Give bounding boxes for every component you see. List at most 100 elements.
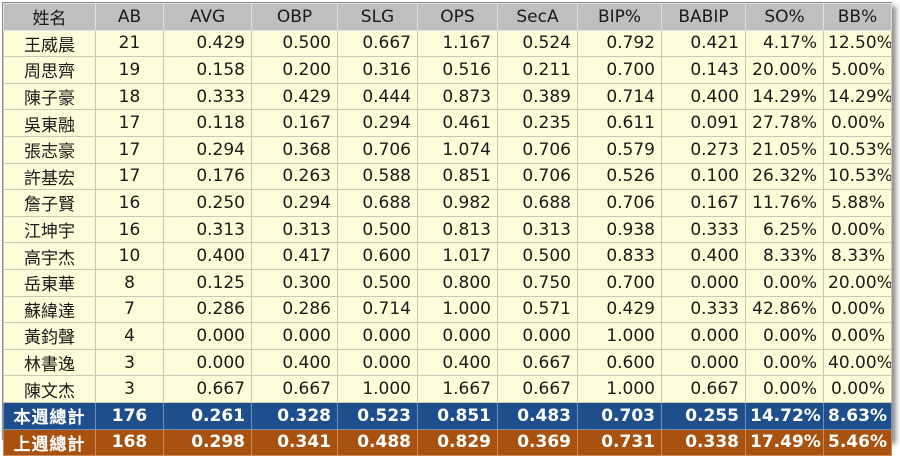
player-name-cell: 黃鈞聲: [3, 322, 96, 350]
stat-cell: 11.76%: [745, 189, 824, 217]
stat-cell: 0.316: [337, 56, 418, 84]
stat-cell: 17: [95, 135, 164, 164]
stat-cell: 16: [95, 189, 164, 217]
stat-cell: 1.000: [337, 375, 418, 403]
stat-cell: 0.600: [337, 242, 418, 270]
stat-cell: 14.72%: [745, 401, 824, 430]
stat-cell: 1.074: [417, 135, 498, 164]
stat-cell: 0.731: [577, 428, 662, 456]
stat-cell: 0.000: [251, 322, 338, 350]
stat-cell: 5.00%: [823, 56, 892, 84]
stat-cell: 3: [95, 375, 164, 403]
stat-cell: 0.667: [251, 375, 338, 403]
stat-cell: 0.500: [497, 242, 578, 270]
stat-cell: 0.706: [337, 135, 418, 164]
stat-cell: 17: [95, 109, 164, 137]
stat-cell: 0.000: [337, 348, 418, 377]
stat-cell: 8.33%: [823, 242, 892, 270]
stat-cell: 0.500: [337, 268, 418, 297]
stat-cell: 0.000: [163, 322, 252, 350]
player-name-cell: 本週總計: [3, 401, 96, 430]
stat-cell: 0.00%: [823, 109, 892, 137]
stat-cell: 0.338: [661, 428, 746, 456]
stat-cell: 8.63%: [823, 401, 892, 430]
stat-cell: 8.33%: [745, 242, 824, 270]
batting-stats-table: 姓名 AB AVG OBP SLG OPS SecA BIP% BABIP SO% BB% 王威晨 2…: [3, 3, 892, 456]
stat-cell: 0.333: [163, 82, 252, 111]
stat-cell: 0.00%: [745, 375, 824, 403]
column-header: BABIP: [661, 3, 746, 31]
stat-cell: 0.389: [497, 82, 578, 111]
table-row: 江坤宇 16 0.313 0.313 0.500 0.813 0.313 0.938 0.333…: [3, 215, 892, 244]
stat-cell: 0.800: [417, 268, 498, 297]
stat-cell: 0.255: [661, 401, 746, 430]
player-name-cell: 林書逸: [3, 348, 96, 377]
column-header: BIP%: [577, 3, 662, 31]
player-name-cell: 蘇緯達: [3, 295, 96, 324]
stat-cell: 21: [95, 29, 164, 58]
stat-cell: 0.313: [163, 215, 252, 244]
stat-cell: 0.286: [163, 295, 252, 324]
stat-cell: 0.211: [497, 56, 578, 84]
column-header: AVG: [163, 3, 252, 31]
stat-cell: 0.333: [661, 215, 746, 244]
stat-cell: 0.000: [497, 322, 578, 350]
stat-cell: 0.851: [417, 401, 498, 430]
stat-cell: 168: [95, 428, 164, 456]
stat-cell: 0.813: [417, 215, 498, 244]
player-name-cell: 陳子豪: [3, 82, 96, 111]
stat-cell: 0.700: [577, 56, 662, 84]
table-row: 陳子豪 18 0.333 0.429 0.444 0.873 0.389 0.714 0.400…: [3, 82, 892, 111]
stat-cell: 0.873: [417, 82, 498, 111]
stat-cell: 1.667: [417, 375, 498, 403]
stat-cell: 17: [95, 162, 164, 191]
column-header: SO%: [745, 3, 824, 31]
stat-cell: 0.688: [497, 189, 578, 217]
player-name-cell: 吳東融: [3, 109, 96, 137]
stat-cell: 0.516: [417, 56, 498, 84]
stat-cell: 0.00%: [823, 215, 892, 244]
stat-cell: 0.286: [251, 295, 338, 324]
header-row: 姓名 AB AVG OBP SLG OPS SecA BIP% BABIP SO% BB%: [3, 3, 892, 31]
stat-cell: 0.000: [661, 322, 746, 350]
stat-cell: 0.341: [251, 428, 338, 456]
stat-cell: 0.706: [497, 162, 578, 191]
stat-cell: 0.294: [251, 189, 338, 217]
stat-cell: 0.667: [337, 29, 418, 58]
stat-cell: 176: [95, 401, 164, 430]
stat-cell: 26.32%: [745, 162, 824, 191]
stat-cell: 0.444: [337, 82, 418, 111]
stat-cell: 0.125: [163, 268, 252, 297]
stat-cell: 42.86%: [745, 295, 824, 324]
stat-cell: 0.579: [577, 135, 662, 164]
stat-cell: 1.000: [577, 375, 662, 403]
stat-cell: 0.792: [577, 29, 662, 58]
stat-cell: 20.00%: [823, 268, 892, 297]
stat-cell: 0.421: [661, 29, 746, 58]
last-week-total-row: 上週總計 168 0.298 0.341 0.488 0.829 0.369 0.731 0.3…: [3, 428, 892, 456]
stat-cell: 3: [95, 348, 164, 377]
stat-cell: 0.688: [337, 189, 418, 217]
player-name-cell: 王威晨: [3, 29, 96, 58]
stat-cell: 0.200: [251, 56, 338, 84]
stat-cell: 0.461: [417, 109, 498, 137]
stat-cell: 0.833: [577, 242, 662, 270]
table-row: 高宇杰 10 0.400 0.417 0.600 1.017 0.500 0.833 0.400…: [3, 242, 892, 270]
player-name-cell: 張志豪: [3, 135, 96, 164]
stat-cell: 0.400: [251, 348, 338, 377]
stat-cell: 0.368: [251, 135, 338, 164]
stat-cell: 8: [95, 268, 164, 297]
stat-cell: 10.53%: [823, 135, 892, 164]
stat-cell: 0.523: [337, 401, 418, 430]
stat-cell: 5.88%: [823, 189, 892, 217]
table-row: 王威晨 21 0.429 0.500 0.667 1.167 0.524 0.792 0.421…: [3, 29, 892, 58]
stat-cell: 0.00%: [745, 348, 824, 377]
stat-cell: 0.500: [251, 29, 338, 58]
stat-cell: 0.500: [337, 215, 418, 244]
stat-cell: 0.571: [497, 295, 578, 324]
stat-cell: 0.298: [163, 428, 252, 456]
stat-cell: 0.600: [577, 348, 662, 377]
stat-cell: 0.000: [163, 348, 252, 377]
stat-cell: 19: [95, 56, 164, 84]
